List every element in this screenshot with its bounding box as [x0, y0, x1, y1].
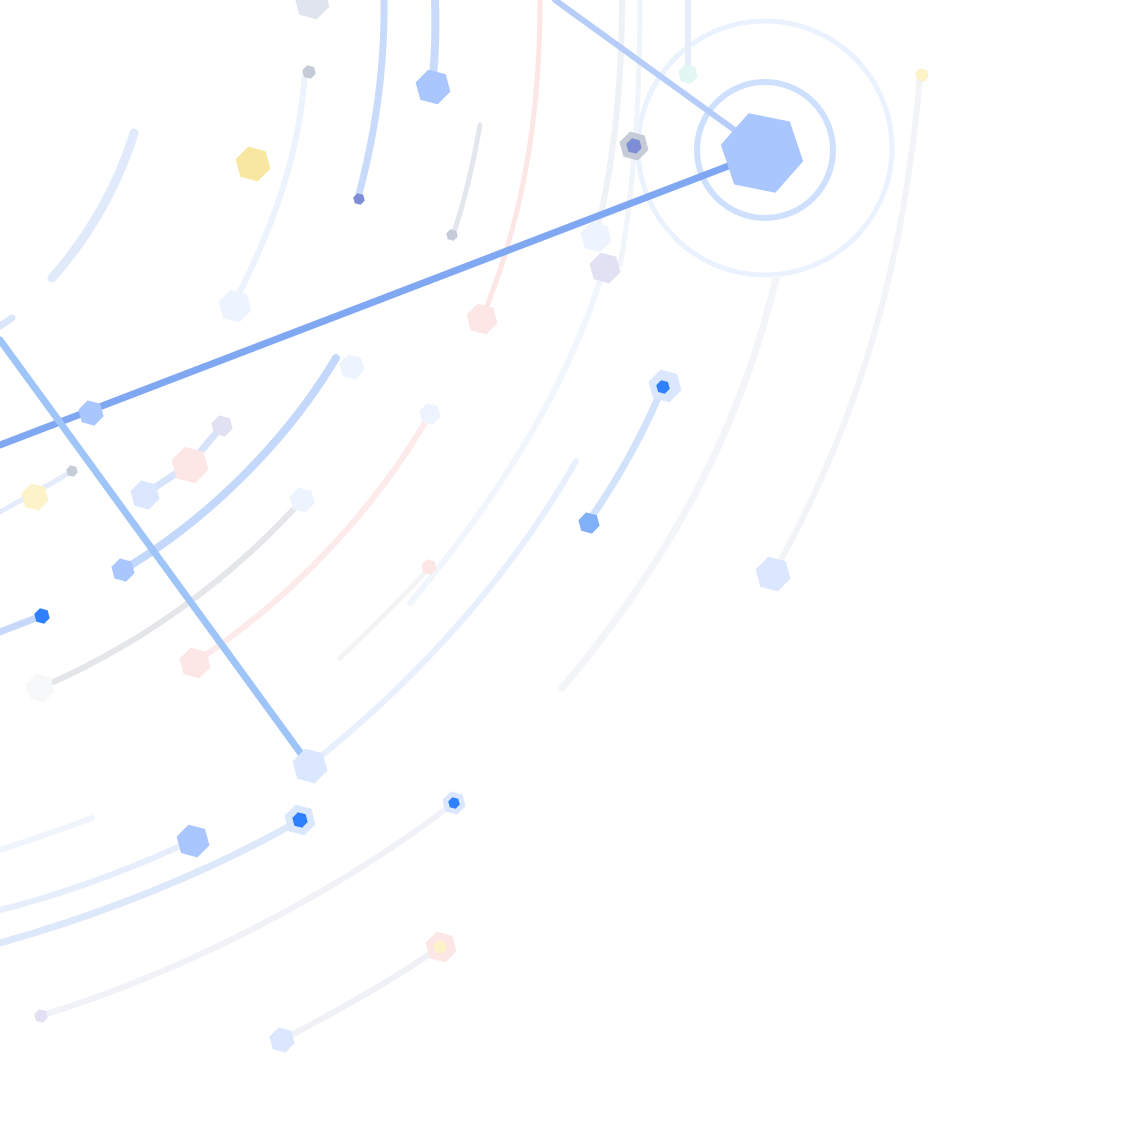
hexagon-node-icon — [34, 1009, 48, 1023]
trail — [479, 0, 543, 321]
trail — [584, 382, 667, 526]
hexagon-node-icon — [292, 812, 308, 828]
hexagon-node-icon — [171, 446, 209, 484]
hexagon-node-icon — [589, 252, 621, 284]
trail — [279, 944, 443, 1043]
hexagon-node-icon — [34, 608, 50, 624]
network-links — [0, 0, 769, 770]
hexagon-node-icon — [211, 415, 233, 437]
trail — [192, 411, 433, 665]
hexagon-node-icon — [339, 354, 365, 380]
hexagon-node-icon — [755, 556, 791, 592]
hexagon-node-icon — [289, 487, 315, 513]
trail — [770, 72, 923, 577]
trail — [407, 265, 607, 606]
trail — [307, 458, 579, 768]
hexagon-node-icon — [720, 113, 804, 193]
trail — [450, 122, 483, 238]
hexagon-node-icon — [176, 824, 210, 858]
hexagon-node-icon — [292, 748, 328, 784]
hexagon-node-icon — [419, 403, 441, 425]
trail — [0, 815, 95, 853]
hexagon-node-icon — [466, 303, 498, 335]
trail — [354, 0, 388, 202]
hexagon-node-icon — [656, 380, 670, 394]
hexagon-node-icon — [130, 480, 160, 510]
hexagon-node-icon — [433, 940, 447, 954]
hexagon-node-icon — [578, 512, 600, 534]
trail — [558, 274, 780, 692]
trail — [230, 69, 308, 308]
hexagon-node-icon — [269, 1027, 295, 1053]
trail — [593, 0, 625, 239]
hexagon-nodes — [21, 0, 929, 1053]
hexagon-node-icon — [218, 289, 252, 323]
hexagon-node-icon — [66, 465, 78, 477]
trail — [119, 354, 340, 574]
hexagon-node-icon — [678, 64, 698, 84]
trail — [0, 816, 304, 947]
link-line — [552, 0, 768, 155]
hexagon-node-icon — [580, 221, 612, 253]
hexagon-node-icon — [302, 65, 316, 79]
trail — [37, 800, 457, 1019]
trail — [337, 564, 433, 661]
hexagon-node-icon — [421, 559, 437, 575]
hexagon-node-icon — [295, 0, 330, 20]
trail — [47, 128, 139, 283]
hexagon-node-icon — [915, 68, 929, 82]
hexagon-node-icon — [415, 69, 451, 105]
hexagon-node-icon — [353, 193, 365, 205]
hexagon-node-icon — [446, 229, 458, 241]
hexagon-node-icon — [235, 146, 271, 182]
hexagon-node-icon — [21, 483, 49, 511]
trail — [37, 497, 305, 691]
trail — [0, 314, 16, 330]
hexagon-node-icon — [111, 558, 135, 582]
link-line — [0, 336, 314, 770]
hexagon-node-icon — [78, 400, 104, 426]
hexagon-node-icon — [448, 797, 460, 809]
trail — [0, 837, 196, 913]
inner-ring — [694, 79, 836, 221]
hexagon-node-icon — [626, 138, 642, 154]
hexagon-node-icon — [25, 673, 55, 703]
link-line — [0, 148, 769, 449]
hexagon-node-icon — [179, 647, 211, 679]
